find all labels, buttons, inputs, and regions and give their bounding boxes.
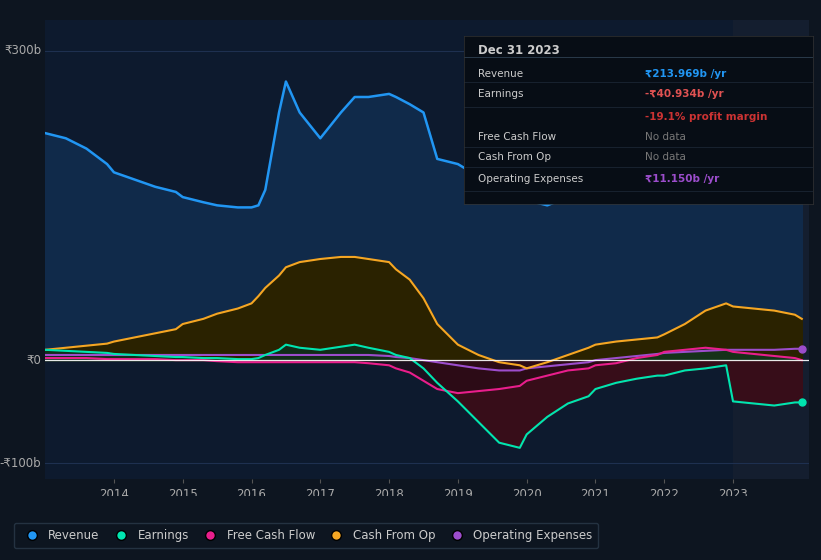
Text: -₹100b: -₹100b <box>0 457 41 470</box>
Legend: Revenue, Earnings, Free Cash Flow, Cash From Op, Operating Expenses: Revenue, Earnings, Free Cash Flow, Cash … <box>14 523 599 548</box>
Text: ₹0: ₹0 <box>26 353 41 367</box>
Text: No data: No data <box>645 152 686 162</box>
Text: ₹300b: ₹300b <box>4 44 41 57</box>
Text: -₹40.934b /yr: -₹40.934b /yr <box>645 90 724 99</box>
Text: Operating Expenses: Operating Expenses <box>478 174 583 184</box>
Text: Earnings: Earnings <box>478 90 523 99</box>
Text: Dec 31 2023: Dec 31 2023 <box>478 44 560 57</box>
Text: Free Cash Flow: Free Cash Flow <box>478 132 556 142</box>
Text: ₹11.150b /yr: ₹11.150b /yr <box>645 174 719 184</box>
Text: Cash From Op: Cash From Op <box>478 152 551 162</box>
Text: -19.1% profit margin: -19.1% profit margin <box>645 112 768 122</box>
Text: No data: No data <box>645 132 686 142</box>
Bar <box>733 20 809 479</box>
Text: ₹213.969b /yr: ₹213.969b /yr <box>645 69 727 79</box>
Text: Revenue: Revenue <box>478 69 523 79</box>
